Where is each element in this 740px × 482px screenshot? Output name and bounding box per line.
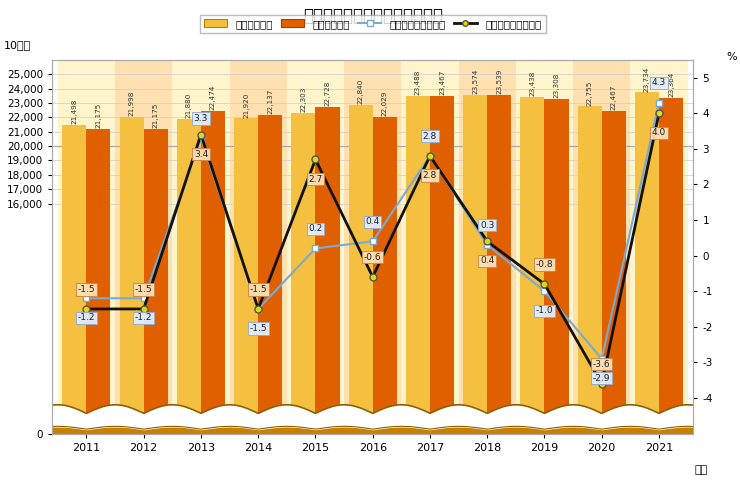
Bar	[463, 94, 487, 433]
Text: 2.8: 2.8	[423, 171, 437, 180]
Text: 2.7: 2.7	[309, 174, 323, 184]
Text: 22,467: 22,467	[610, 84, 616, 110]
Bar	[229, 60, 287, 433]
Text: 23,574: 23,574	[472, 68, 478, 94]
Text: 21,498: 21,498	[72, 98, 78, 124]
Text: 21,998: 21,998	[129, 91, 135, 117]
Bar	[487, 95, 511, 433]
Text: 23,734: 23,734	[644, 66, 650, 92]
Bar	[373, 117, 397, 433]
Text: 年度: 年度	[694, 465, 707, 475]
Bar	[635, 93, 659, 433]
Text: 23,539: 23,539	[497, 69, 502, 94]
Text: 22,474: 22,474	[210, 84, 216, 109]
Text: -1.5: -1.5	[249, 285, 267, 294]
Text: 22,840: 22,840	[357, 79, 363, 105]
Bar	[62, 124, 87, 433]
Bar	[344, 60, 401, 433]
Bar	[115, 60, 172, 433]
Text: 21,175: 21,175	[95, 103, 101, 128]
Y-axis label: %: %	[727, 53, 737, 62]
Text: 22,303: 22,303	[300, 87, 306, 112]
Bar	[177, 119, 201, 433]
Text: 10億円: 10億円	[4, 40, 31, 51]
Text: 22,029: 22,029	[382, 91, 388, 116]
Text: -1.0: -1.0	[536, 306, 554, 315]
Bar	[315, 107, 340, 433]
Text: 21,880: 21,880	[186, 93, 192, 118]
Legend: 名目（実数）, 実質（実数）, 名目（経済成長率）, 実質（経済成長率）: 名目（実数）, 実質（実数）, 名目（経済成長率）, 実質（経済成長率）	[200, 14, 545, 33]
Text: 4.0: 4.0	[652, 128, 666, 137]
Text: -1.5: -1.5	[249, 324, 267, 333]
Bar	[58, 60, 115, 433]
Bar	[520, 97, 545, 433]
Bar	[573, 60, 630, 433]
Bar	[578, 107, 602, 433]
Text: 21,920: 21,920	[243, 92, 249, 118]
Bar	[287, 60, 344, 433]
Text: 0.4: 0.4	[366, 217, 380, 226]
Bar	[406, 96, 430, 433]
Text: -1.5: -1.5	[135, 285, 152, 294]
Text: 22,137: 22,137	[267, 89, 273, 115]
Text: 4.3: 4.3	[652, 79, 666, 87]
Text: 0.4: 0.4	[480, 256, 494, 266]
Text: 0.2: 0.2	[309, 225, 323, 233]
Text: -0.6: -0.6	[364, 253, 382, 262]
Bar	[430, 96, 454, 433]
Text: -3.6: -3.6	[593, 360, 610, 369]
Bar	[87, 129, 110, 433]
Text: 0.3: 0.3	[480, 221, 494, 230]
Bar	[349, 105, 373, 433]
Title: 県内総生産と経済成長率の推移: 県内総生産と経済成長率の推移	[303, 7, 443, 25]
Text: -1.2: -1.2	[78, 313, 95, 322]
Text: 21,175: 21,175	[152, 103, 158, 128]
Bar	[401, 60, 459, 433]
Bar	[602, 110, 626, 433]
Bar	[144, 129, 168, 433]
Bar	[201, 110, 225, 433]
Text: -2.9: -2.9	[593, 374, 610, 383]
Text: 23,364: 23,364	[668, 71, 674, 97]
Text: 3.4: 3.4	[194, 149, 208, 159]
Text: -1.5: -1.5	[78, 285, 95, 294]
Bar	[120, 117, 144, 433]
Bar	[545, 98, 568, 433]
Bar	[172, 60, 229, 433]
Text: 2.8: 2.8	[423, 132, 437, 141]
Text: 23,467: 23,467	[439, 70, 445, 95]
Text: 3.3: 3.3	[194, 114, 208, 123]
Bar	[630, 60, 687, 433]
Text: -0.8: -0.8	[536, 260, 554, 269]
Text: 22,755: 22,755	[587, 80, 593, 106]
Bar	[459, 60, 516, 433]
Text: -1.2: -1.2	[135, 313, 152, 322]
Text: 23,488: 23,488	[415, 70, 421, 95]
Text: 23,308: 23,308	[554, 72, 559, 98]
Text: 23,438: 23,438	[529, 70, 536, 96]
Bar	[516, 60, 573, 433]
Bar	[258, 115, 282, 433]
Text: 22,728: 22,728	[324, 80, 331, 106]
Bar	[292, 113, 315, 433]
Bar	[659, 98, 683, 433]
Bar	[234, 119, 258, 433]
